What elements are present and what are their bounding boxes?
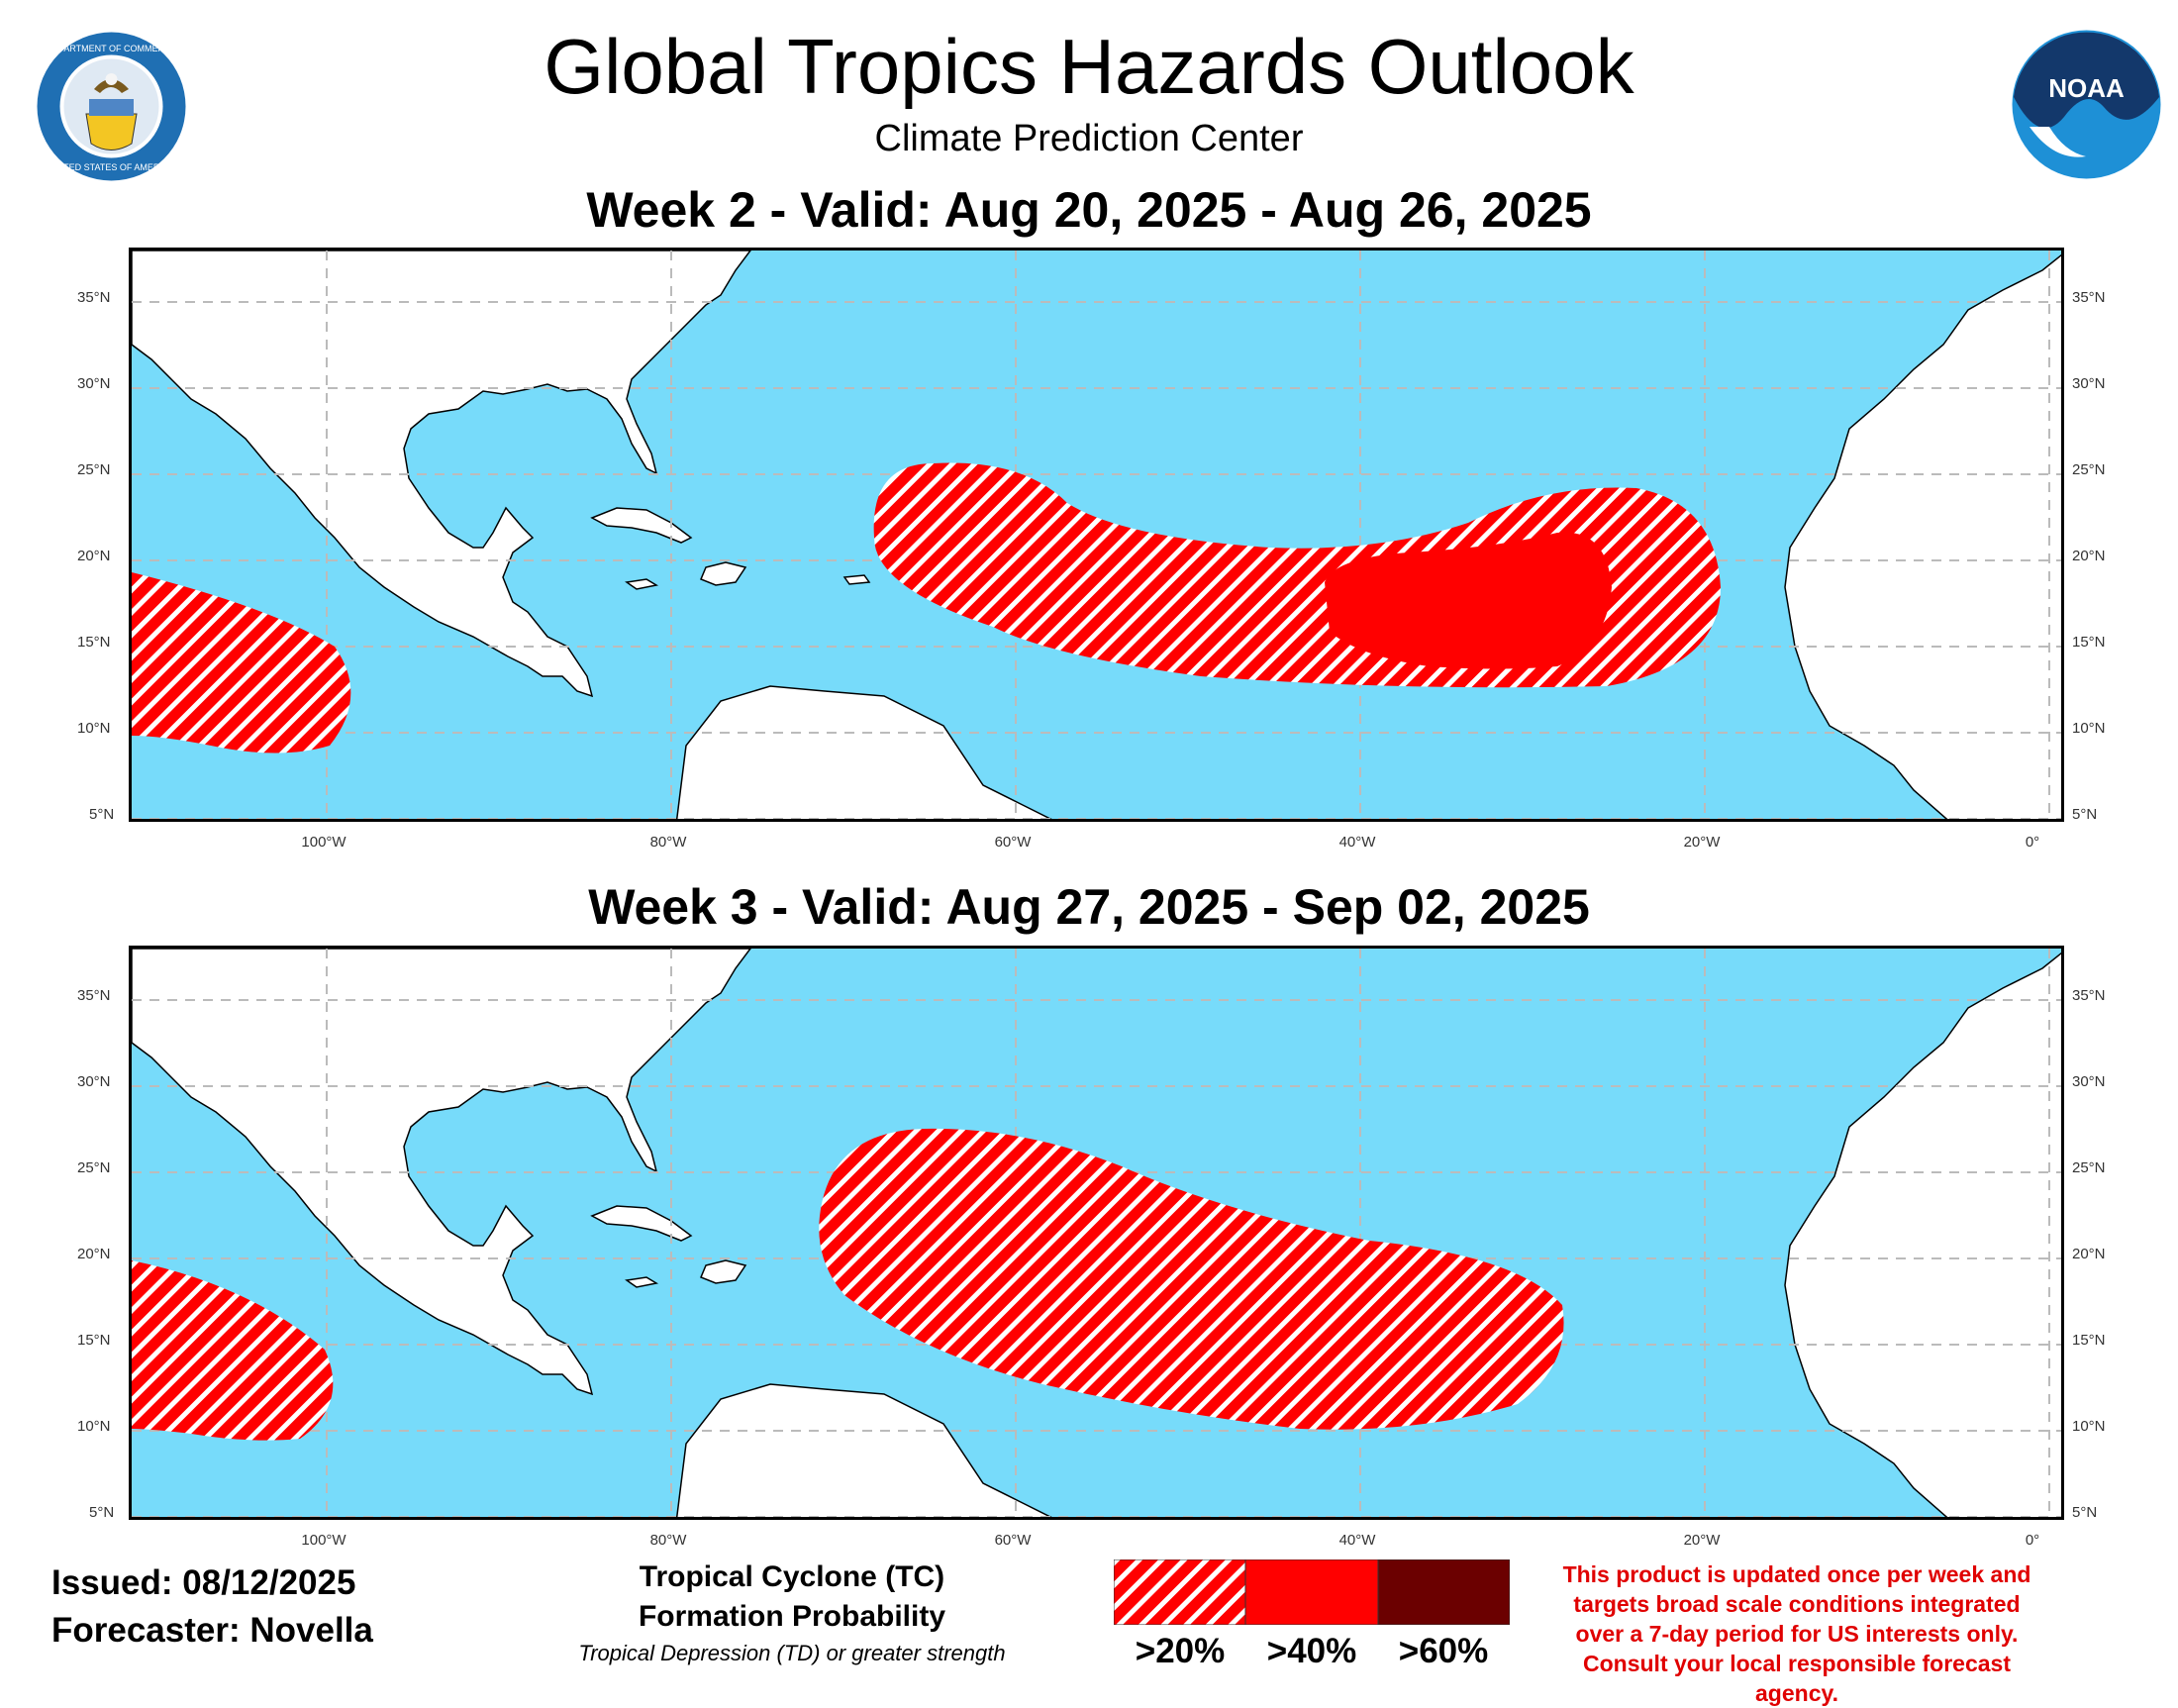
w3-lat-label-left: 20°N (77, 1246, 111, 1262)
legend-swatch-60pct (1377, 1558, 1511, 1626)
land-greater-antilles (590, 507, 871, 590)
week3-hazard-atlantic-20pct (819, 1128, 1564, 1430)
week3-hazard-east-pacific-20pct (132, 1260, 334, 1441)
legend-label-60pct: >60% (1398, 1632, 1489, 1670)
week3-map-svg (132, 949, 2061, 1517)
w3-lat-label-right: 35°N (2072, 987, 2106, 1004)
w2-lon-label: 100°W (301, 834, 346, 851)
w3-lat-label-right: 10°N (2072, 1418, 2106, 1435)
w2-lon-label: 20°W (1683, 834, 1721, 851)
w3-lat-label-left: 5°N (89, 1504, 115, 1521)
w2-lat-label-left: 25°N (77, 461, 111, 478)
w3-lat-label-right: 30°N (2072, 1073, 2106, 1090)
w2-lat-label-right: 25°N (2072, 461, 2106, 478)
w2-lat-label-left: 30°N (77, 375, 111, 392)
w2-lat-label-right: 10°N (2072, 720, 2106, 737)
w2-lat-label-right: 5°N (2072, 806, 2098, 823)
legend-title-line1: Tropical Cyclone (TC) (639, 1560, 945, 1593)
legend-label-20pct: >20% (1135, 1632, 1226, 1670)
land-south-america (675, 685, 1052, 819)
commerce-seal-logo: DEPARTMENT OF COMMERCE UNITED STATES OF … (35, 30, 188, 183)
page-title: Global Tropics Hazards Outlook (544, 23, 1634, 110)
land-north-america (132, 949, 751, 1396)
w2-lat-label-left: 5°N (89, 806, 115, 823)
svg-text:DEPARTMENT OF COMMERCE: DEPARTMENT OF COMMERCE (46, 44, 176, 53)
w2-lat-label-left: 35°N (77, 289, 111, 306)
forecaster-name: Forecaster: Novella (51, 1611, 373, 1650)
week2-map-svg (132, 251, 2061, 819)
w3-lon-label: 80°W (649, 1532, 687, 1549)
legend-swatch-20pct (1113, 1558, 1246, 1626)
w2-lon-label: 60°W (994, 834, 1032, 851)
w3-lat-label-right: 15°N (2072, 1332, 2106, 1349)
legend-title-line2: Formation Probability (638, 1600, 946, 1633)
w3-lon-label: 100°W (301, 1532, 346, 1549)
w2-lat-label-right: 20°N (2072, 548, 2106, 564)
land-north-america (132, 251, 751, 698)
w3-lon-label: 40°W (1338, 1532, 1376, 1549)
w3-lat-label-right: 25°N (2072, 1159, 2106, 1176)
land-south-america (675, 1383, 1052, 1517)
legend-title: Tropical Cyclone (TC) Formation Probabil… (535, 1557, 1049, 1637)
svg-text:UNITED STATES OF AMERICA: UNITED STATES OF AMERICA (49, 162, 175, 172)
disclaimer-text: This product is updated once per week an… (1562, 1561, 2031, 1706)
w2-lon-label: 0° (2025, 834, 2040, 851)
w3-lon-label: 20°W (1683, 1532, 1721, 1549)
w2-lat-label-left: 10°N (77, 720, 111, 737)
w2-lon-label: 40°W (1338, 834, 1376, 851)
w2-lat-label-right: 15°N (2072, 634, 2106, 651)
noaa-logo-text: NOAA (2048, 73, 2125, 103)
week2-title: Week 2 - Valid: Aug 20, 2025 - Aug 26, 2… (586, 182, 1592, 238)
w2-lat-label-right: 35°N (2072, 289, 2106, 306)
legend-label-40pct: >40% (1266, 1632, 1357, 1670)
week3-map (129, 946, 2064, 1520)
w2-lat-label-left: 15°N (77, 634, 111, 651)
legend-swatch-40pct (1244, 1558, 1379, 1626)
w3-lat-label-left: 35°N (77, 987, 111, 1004)
w2-lat-label-left: 20°N (77, 548, 111, 564)
w3-lat-label-right: 5°N (2072, 1504, 2098, 1521)
w2-lon-label: 80°W (649, 834, 687, 851)
w3-lat-label-left: 15°N (77, 1332, 111, 1349)
legend-subtitle: Tropical Depression (TD) or greater stre… (578, 1641, 1006, 1665)
w3-lat-label-left: 30°N (77, 1073, 111, 1090)
week3-title: Week 3 - Valid: Aug 27, 2025 - Sep 02, 2… (588, 879, 1590, 935)
land-africa (1784, 952, 2061, 1517)
week2-hazard-east-pacific-20pct (132, 572, 351, 754)
w3-lat-label-left: 10°N (77, 1418, 111, 1435)
w3-lon-label: 60°W (994, 1532, 1032, 1549)
w2-lat-label-right: 30°N (2072, 375, 2106, 392)
w3-lat-label-right: 20°N (2072, 1246, 2106, 1262)
legend-swatches (1113, 1558, 1511, 1626)
issued-date: Issued: 08/12/2025 (51, 1563, 356, 1602)
land-africa (1784, 253, 2061, 819)
issued-block: Issued: 08/12/2025 Forecaster: Novella (51, 1559, 373, 1655)
noaa-logo: NOAA (2010, 28, 2163, 181)
week2-map (129, 248, 2064, 822)
week2-hazard-atlantic-40pct (1325, 532, 1612, 669)
w3-lat-label-left: 25°N (77, 1159, 111, 1176)
w3-lon-label: 0° (2025, 1532, 2040, 1549)
page-subtitle: Climate Prediction Center (874, 118, 1304, 159)
